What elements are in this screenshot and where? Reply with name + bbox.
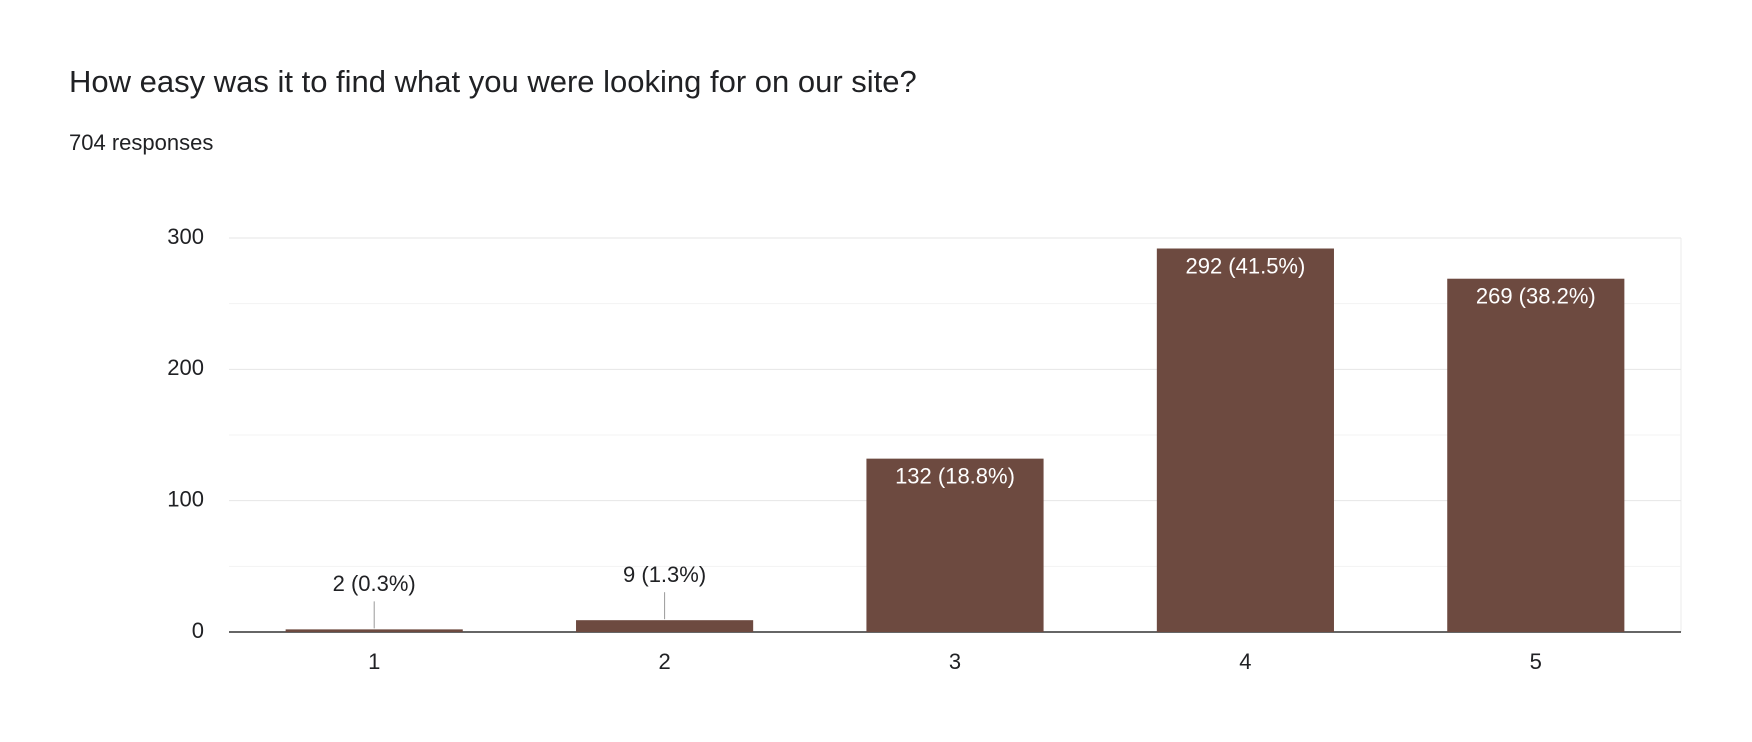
x-tick-label: 4 — [1239, 649, 1251, 674]
x-tick-label: 2 — [658, 649, 670, 674]
data-label: 292 (41.5%) — [1185, 253, 1305, 278]
x-tick-label: 1 — [368, 649, 380, 674]
x-tick-label: 5 — [1530, 649, 1542, 674]
y-tick-label: 300 — [167, 224, 204, 249]
chart-title: How easy was it to find what you were lo… — [69, 64, 917, 99]
bar — [866, 458, 1044, 632]
y-tick-label: 0 — [192, 618, 204, 643]
bar — [576, 620, 754, 632]
y-tick-label: 100 — [167, 486, 204, 511]
y-tick-label: 200 — [167, 355, 204, 380]
data-label: 269 (38.2%) — [1476, 284, 1596, 309]
data-label: 2 (0.3%) — [333, 571, 416, 596]
bar — [285, 629, 463, 632]
bar — [1447, 278, 1625, 632]
data-label: 132 (18.8%) — [895, 463, 1015, 488]
chart-subtitle: 704 responses — [69, 130, 213, 155]
data-label: 9 (1.3%) — [623, 562, 706, 587]
bar — [1156, 248, 1334, 633]
x-tick-label: 3 — [949, 649, 961, 674]
